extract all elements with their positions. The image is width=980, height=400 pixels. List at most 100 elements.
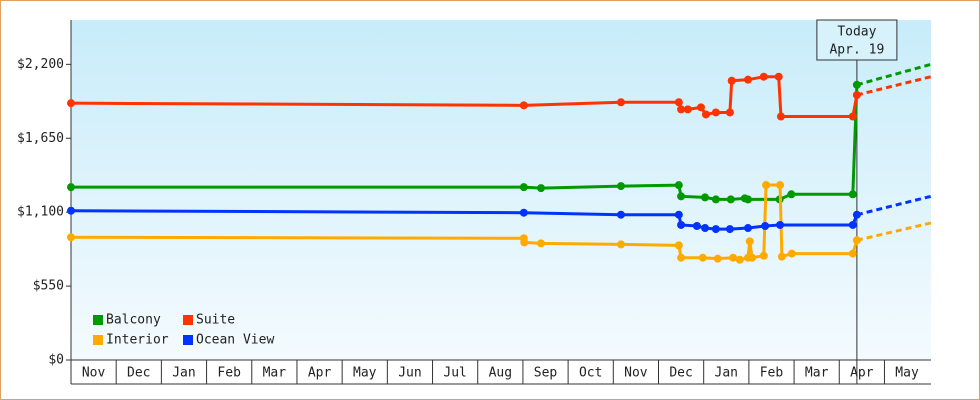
data-point (776, 112, 785, 121)
data-point (674, 210, 683, 219)
x-tick-label: Mar (263, 366, 287, 381)
data-point (761, 222, 770, 231)
x-tick-label: Jan (172, 366, 195, 381)
projection-line (856, 75, 932, 97)
x-tick-label: Sep (534, 366, 558, 381)
data-point (696, 103, 705, 112)
legend-label: Ocean View (196, 333, 274, 348)
data-point (787, 249, 796, 258)
data-point (701, 193, 710, 202)
x-tick-label: Mar (805, 366, 829, 381)
data-point (713, 254, 722, 263)
x-tick-label: May (353, 366, 377, 381)
data-point (677, 192, 686, 201)
data-point (725, 108, 734, 117)
plot-area (71, 20, 931, 360)
x-tick-label: Apr (850, 366, 874, 381)
y-tick-label: $0 (48, 353, 64, 368)
x-tick-label: Aug (489, 366, 512, 381)
projection-line (856, 194, 932, 217)
x-tick-label: May (895, 366, 919, 381)
data-point (727, 76, 736, 85)
x-tick-label: Feb (217, 366, 241, 381)
data-point (777, 252, 786, 261)
projection-line (856, 62, 932, 87)
data-point (67, 206, 75, 215)
data-point (519, 208, 528, 217)
data-point (848, 112, 857, 121)
x-tick-label: Oct (579, 366, 602, 381)
data-point (743, 75, 752, 84)
data-point (848, 190, 857, 199)
data-point (674, 241, 683, 250)
data-point (674, 181, 683, 190)
data-point (711, 225, 720, 234)
x-tick-label: Jul (443, 366, 466, 381)
x-tick-label: Jun (398, 366, 421, 381)
data-point (701, 224, 710, 233)
data-point (729, 253, 738, 262)
today-date: Apr. 19 (829, 43, 884, 58)
data-point (683, 105, 692, 114)
data-point (616, 182, 625, 191)
data-point (759, 251, 768, 260)
legend-swatch (183, 335, 193, 345)
data-point (677, 220, 686, 229)
data-point (698, 253, 707, 262)
legend-swatch (93, 315, 103, 325)
data-point (735, 255, 744, 264)
data-point (701, 110, 710, 119)
data-point (745, 237, 754, 246)
data-point (776, 220, 785, 229)
data-point (774, 72, 783, 81)
data-point (848, 220, 857, 229)
data-point (616, 210, 625, 219)
y-tick-label: $1,650 (17, 131, 64, 146)
data-point (787, 190, 796, 199)
today-box (816, 19, 898, 61)
data-point (762, 181, 771, 190)
data-point (674, 98, 683, 107)
data-point (776, 181, 785, 190)
x-tick-label: Feb (760, 366, 784, 381)
data-point (677, 253, 686, 262)
x-tick-label: Nov (624, 366, 648, 381)
data-point (536, 239, 545, 248)
data-point (616, 240, 625, 249)
data-point (726, 195, 735, 204)
data-point (743, 224, 752, 233)
data-point (748, 253, 757, 262)
x-tick-label: Dec (669, 366, 692, 381)
data-point (67, 99, 75, 108)
x-tick-label: Dec (127, 366, 150, 381)
legend-swatch (183, 315, 193, 325)
data-point (67, 233, 75, 242)
data-point (848, 249, 857, 258)
today-title: Today (837, 25, 876, 40)
data-point (725, 225, 734, 234)
x-tick-label: Jan (715, 366, 738, 381)
y-tick-label: $550 (33, 279, 64, 294)
data-point (711, 108, 720, 117)
projection-line (856, 221, 932, 242)
x-tick-label: Nov (82, 366, 106, 381)
data-point (692, 222, 701, 231)
legend-label: Suite (196, 313, 235, 328)
legend-label: Interior (106, 333, 169, 348)
data-point (67, 183, 75, 192)
data-point (519, 101, 528, 110)
y-tick-label: $1,100 (17, 205, 64, 220)
y-tick-label: $2,200 (17, 57, 64, 72)
data-point (520, 238, 529, 247)
data-point (677, 105, 686, 114)
data-point (616, 98, 625, 107)
legend-label: Balcony (106, 313, 161, 328)
x-tick-label: Apr (308, 366, 332, 381)
data-point (519, 183, 528, 192)
data-point (743, 195, 752, 204)
data-point (536, 184, 545, 193)
data-point (759, 72, 768, 81)
legend-swatch (93, 335, 103, 345)
data-point (711, 195, 720, 204)
